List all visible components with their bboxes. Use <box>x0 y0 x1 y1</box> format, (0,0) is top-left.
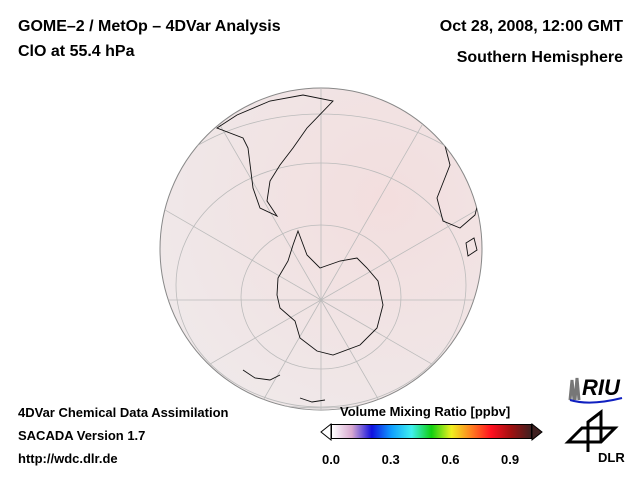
colorbar-tick-label: 0.6 <box>441 452 460 467</box>
footer-line2: SACADA Version 1.7 <box>18 428 146 443</box>
graticule <box>160 88 482 410</box>
footer-line1: 4DVar Chemical Data Assimilation <box>18 405 229 420</box>
colorbar-tick-label: 0.3 <box>381 452 400 467</box>
meridian-line <box>320 123 423 301</box>
meridian-line <box>164 209 322 301</box>
colorbar-title: Volume Mixing Ratio [ppbv] <box>340 404 511 419</box>
dlr-logo-text: DLR <box>598 450 625 465</box>
south-america-coast <box>216 94 334 218</box>
australia-coast <box>242 369 281 381</box>
region-label: Southern Hemisphere <box>456 49 623 66</box>
new-zealand-coast <box>299 397 326 403</box>
antarctica-coast <box>276 229 384 356</box>
meridian-line <box>219 123 322 301</box>
date-label: Oct 28, 2008, 12:00 GMT <box>439 18 623 35</box>
meridian-line <box>320 299 379 400</box>
madagascar-coast <box>465 237 478 257</box>
meridian-line <box>208 299 322 366</box>
title-line1: GOME–2 / MetOp – 4DVar Analysis <box>18 18 281 35</box>
colorbar-tick-label: 0.9 <box>501 452 520 467</box>
riu-logo-text: RIU <box>582 375 621 400</box>
logos: RIU DLR <box>564 375 625 465</box>
colorbar-tick-label: 0.0 <box>321 452 341 467</box>
riu-logo: RIU <box>568 375 623 404</box>
meridian-line <box>263 299 322 400</box>
meridian-line <box>320 299 434 366</box>
dlr-logo <box>564 408 619 452</box>
colorbar <box>331 424 532 439</box>
footer-link[interactable]: http://wdc.dlr.de <box>18 451 118 466</box>
title-line2: ClO at 55.4 hPa <box>18 43 135 60</box>
